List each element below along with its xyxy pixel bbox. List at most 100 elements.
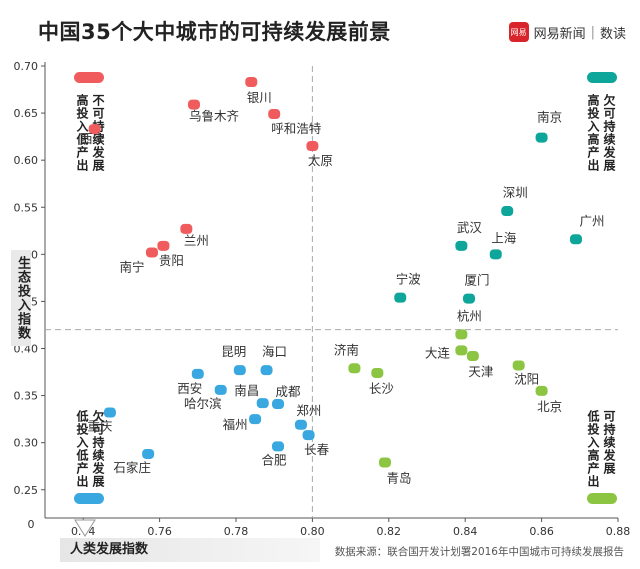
point-label-长沙: 长沙	[369, 381, 395, 396]
point-label-厦门: 厦门	[465, 273, 490, 288]
point-label-大连: 大连	[425, 345, 451, 360]
quadrant-label-bottom-left: 低投入低产出	[75, 409, 89, 488]
y-tick-label: 0.55	[14, 201, 39, 214]
point-广州	[569, 234, 582, 245]
origin-bubble-icon	[74, 519, 96, 537]
point-北京	[535, 385, 548, 396]
point-label-呼和浩特: 呼和浩特	[271, 121, 321, 136]
x-tick-label: 0.78	[224, 525, 249, 538]
brand: 网易 网易新闻 | 数读	[508, 22, 626, 42]
point-西安	[191, 368, 204, 379]
brand-separator: |	[590, 24, 595, 40]
point-label-重庆: 重庆	[87, 419, 113, 434]
point-label-石家庄: 石家庄	[113, 460, 151, 475]
point-label-南宁: 南宁	[119, 259, 144, 274]
point-label-西宁: 西宁	[80, 131, 105, 146]
point-西宁	[88, 124, 101, 135]
chart-title: 中国35个大中城市的可持续发展前景	[38, 20, 391, 44]
point-label-乌鲁木齐: 乌鲁木齐	[189, 109, 240, 124]
point-label-兰州: 兰州	[184, 233, 209, 248]
point-长沙	[371, 367, 384, 378]
quadrant-label-top-left: 高投入低产出	[75, 93, 89, 172]
point-厦门	[463, 293, 476, 304]
quadrant-pill-bottom-left	[74, 493, 104, 504]
point-昆明	[233, 365, 246, 376]
point-label-济南: 济南	[334, 342, 359, 357]
point-label-海口: 海口	[262, 344, 287, 359]
point-银川	[245, 77, 258, 88]
point-label-南昌: 南昌	[234, 383, 259, 398]
netease-logo-icon: 网易	[508, 22, 529, 42]
point-太原	[306, 141, 319, 152]
point-沈阳	[512, 360, 525, 371]
point-天津	[466, 351, 479, 362]
point-宁波	[394, 292, 407, 303]
point-呼和浩特	[268, 109, 281, 120]
origin-label: 0	[28, 518, 35, 531]
point-label-武汉: 武汉	[457, 220, 483, 235]
quadrant-label-bottom-right: 低投入高产出	[586, 409, 600, 488]
point-label-昆明: 昆明	[221, 344, 246, 359]
point-label-深圳: 深圳	[503, 185, 528, 200]
point-海口	[260, 365, 273, 376]
brand-name: 网易新闻	[533, 26, 586, 42]
x-tick-label: 0.80	[300, 525, 325, 538]
point-南京	[535, 132, 548, 143]
quadrant-sub-bottom-right: 可持续发展	[602, 410, 616, 475]
point-贵阳	[157, 240, 170, 251]
y-tick-label: 0.35	[14, 390, 39, 403]
y-tick-label: 0.25	[14, 484, 39, 497]
point-深圳	[501, 206, 514, 217]
point-石家庄	[142, 448, 155, 459]
brand-section: 数读	[599, 26, 626, 42]
x-tick-label: 0.88	[606, 525, 631, 538]
point-福州	[249, 414, 262, 425]
point-长春	[302, 430, 315, 441]
point-哈尔滨	[214, 384, 227, 395]
y-axis-label: 生态投入指数	[11, 250, 31, 346]
point-label-天津: 天津	[468, 364, 493, 379]
data-source: 数据来源：联合国开发计划署2016年中国城市可持续发展报告	[334, 546, 624, 558]
point-郑州	[294, 419, 307, 430]
point-武汉	[455, 240, 468, 251]
point-杭州	[455, 329, 468, 340]
point-label-宁波: 宁波	[396, 272, 422, 287]
point-label-西安: 西安	[177, 381, 202, 396]
quadrant-label-top-right: 高投入高产出	[586, 93, 600, 172]
y-tick-label: 0.70	[14, 60, 39, 73]
x-axis-label: 人类发展指数	[60, 538, 320, 562]
quadrant-pill-top-left	[74, 72, 104, 83]
point-南昌	[256, 398, 269, 409]
point-label-北京: 北京	[537, 399, 562, 414]
point-label-合肥: 合肥	[262, 452, 288, 467]
point-label-银川: 银川	[247, 90, 272, 105]
point-label-青岛: 青岛	[386, 470, 411, 485]
point-label-太原: 太原	[308, 153, 333, 168]
y-tick-label: 0.30	[14, 437, 39, 450]
point-label-沈阳: 沈阳	[514, 371, 539, 386]
quadrant-pill-top-right	[587, 72, 617, 83]
point-兰州	[180, 223, 193, 234]
point-济南	[348, 363, 361, 374]
point-合肥	[272, 441, 285, 452]
point-label-广州: 广州	[579, 213, 604, 228]
point-成都	[272, 399, 285, 410]
x-tick-label: 0.84	[453, 525, 478, 538]
y-tick-label: 0.60	[14, 154, 39, 167]
quadrant-sub-top-right: 欠可持续发展	[602, 93, 616, 172]
point-重庆	[103, 407, 116, 418]
point-label-成都: 成都	[276, 384, 302, 399]
y-tick-label: 0.65	[14, 107, 39, 120]
point-label-郑州: 郑州	[296, 403, 321, 418]
point-label-上海: 上海	[491, 230, 517, 245]
point-label-杭州: 杭州	[457, 308, 482, 323]
point-label-福州: 福州	[223, 417, 248, 432]
point-label-长春: 长春	[304, 442, 330, 457]
point-label-哈尔滨: 哈尔滨	[184, 396, 222, 411]
quadrant-sub-bottom-left: 欠可持续发展	[91, 409, 105, 488]
point-label-贵阳: 贵阳	[159, 253, 184, 268]
point-青岛	[378, 457, 391, 468]
point-乌鲁木齐	[187, 99, 200, 110]
point-大连	[455, 345, 468, 356]
